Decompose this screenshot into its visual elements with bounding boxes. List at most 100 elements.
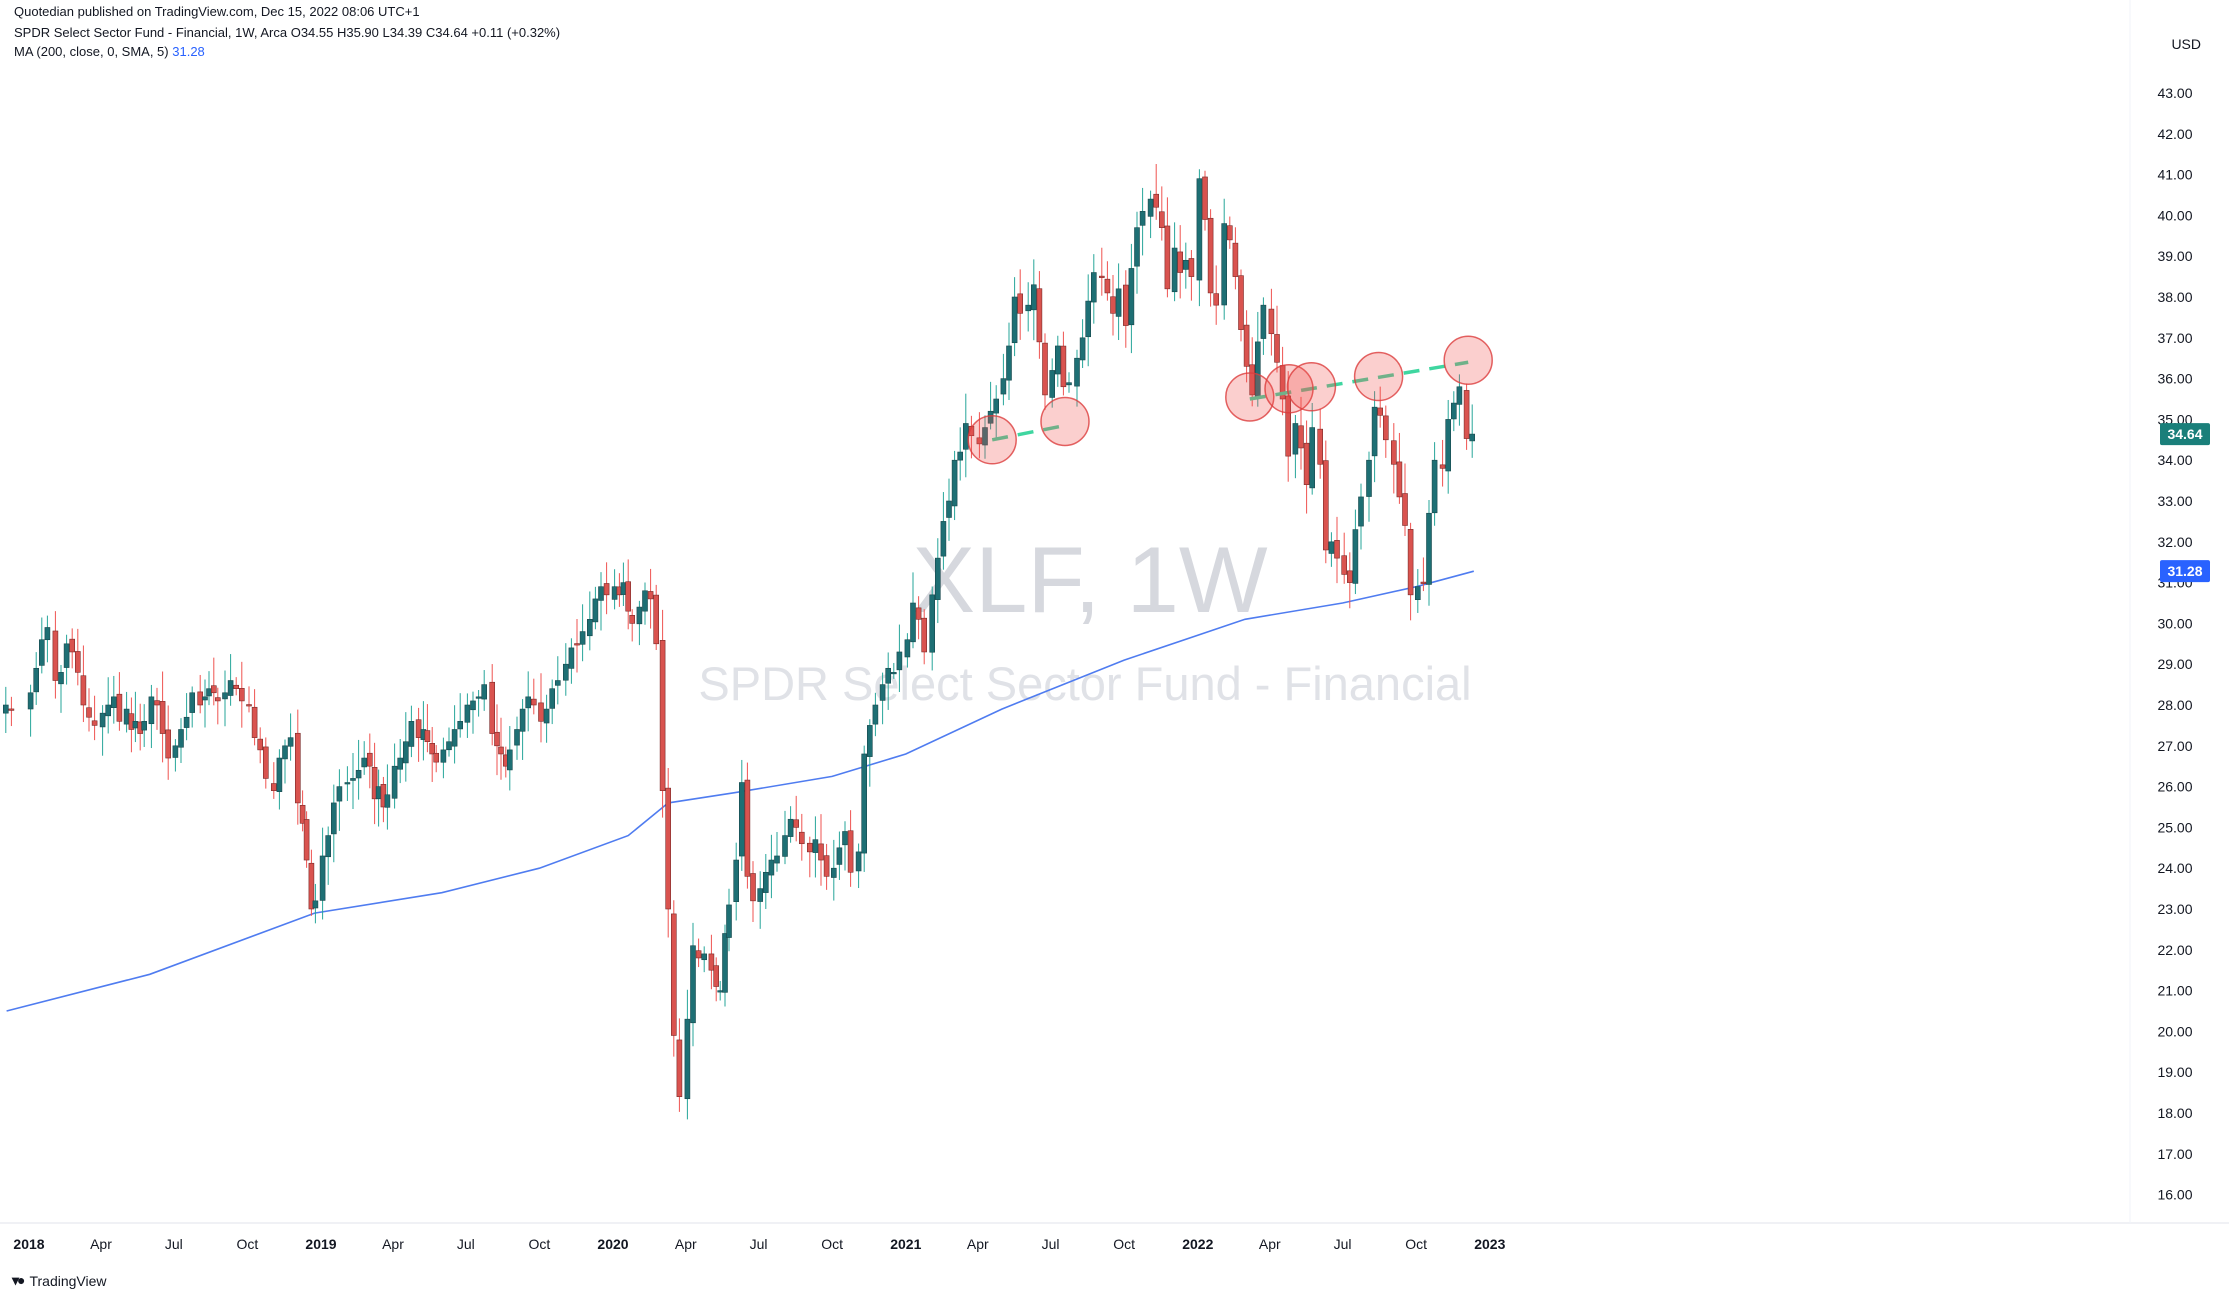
y-tick-label: 38.00 — [2157, 289, 2192, 305]
candle-body — [451, 729, 458, 747]
candle-body — [1456, 386, 1463, 405]
candle-body — [215, 697, 221, 702]
candle-body — [111, 696, 117, 708]
candle-body — [1202, 176, 1208, 220]
candle-body — [1383, 415, 1389, 441]
candle-body — [1358, 496, 1364, 527]
tradingview-logo-icon: ▾● — [12, 1272, 26, 1288]
candle-body — [1463, 390, 1470, 439]
candle-body — [598, 586, 604, 601]
candle-body — [350, 778, 356, 781]
candle-body — [793, 819, 800, 828]
candle-body — [498, 746, 504, 755]
ma-legend[interactable]: MA (200, close, 0, SMA, 5) 31.28 — [14, 44, 205, 59]
candle-body — [1074, 357, 1080, 387]
candle-body — [222, 692, 228, 700]
candle-body — [1402, 493, 1408, 526]
candle-body — [312, 900, 319, 909]
candle-body — [562, 663, 569, 681]
candle-body — [8, 708, 15, 711]
tradingview-logo-text: TradingView — [29, 1272, 107, 1289]
candle-body — [1036, 288, 1043, 343]
y-tick-label: 39.00 — [2157, 248, 2192, 264]
candle-body — [1371, 406, 1378, 457]
candle-body — [276, 757, 283, 792]
candle-body — [957, 451, 964, 461]
candle-body — [325, 835, 332, 858]
last-price-tag — [2160, 423, 2210, 446]
x-tick-label: 2019 — [305, 1236, 336, 1252]
candle-body — [319, 855, 326, 901]
candle-body — [402, 741, 409, 764]
candle-body — [538, 702, 544, 722]
candle-body — [855, 851, 862, 872]
x-tick-label: 2023 — [1474, 1236, 1505, 1252]
ma-legend-value: 31.28 — [172, 44, 205, 59]
candle-body — [726, 904, 732, 938]
candle-body — [1134, 227, 1140, 267]
candle-body — [847, 830, 854, 873]
candle-body — [1431, 459, 1438, 514]
candle-body — [823, 855, 830, 877]
candle-body — [1115, 288, 1122, 317]
x-tick-label: Jul — [750, 1236, 768, 1252]
price-labels: 34.64 31.28 — [2160, 423, 2210, 583]
candle-body — [708, 953, 715, 971]
candle-body — [123, 708, 130, 725]
candle-body — [904, 639, 911, 658]
candle-body — [58, 672, 64, 685]
y-tick-label: 16.00 — [2157, 1187, 2192, 1203]
candle-body — [636, 606, 643, 625]
candle-body — [1017, 293, 1024, 314]
candle-body — [75, 651, 81, 673]
watermark-symbol: XLF, 1W — [912, 527, 1267, 632]
x-tick-label: 2018 — [13, 1236, 44, 1252]
candle-body — [1099, 275, 1105, 278]
candle-body — [178, 729, 184, 748]
highlight-circle — [1225, 372, 1275, 422]
candle-body — [625, 581, 632, 612]
candle-body — [514, 729, 520, 746]
candle-body — [1006, 345, 1012, 381]
candle-body — [172, 745, 179, 758]
candle-body — [1426, 512, 1432, 585]
time-axis[interactable]: 2018 Apr Jul Oct 2019 Apr Jul Oct 2020 Apr Jul Oct 2… — [0, 0, 2229, 1252]
candle-body — [330, 802, 337, 835]
y-tick-label: 43.00 — [2157, 85, 2192, 101]
candle-body — [344, 782, 351, 785]
x-tick-label: Oct — [821, 1236, 843, 1252]
candle-body — [934, 557, 941, 600]
tradingview-footer[interactable]: ▾● TradingView — [12, 1272, 107, 1289]
candle-body — [1396, 461, 1403, 498]
candle-body — [782, 835, 788, 857]
symbol-line[interactable]: SPDR Select Sector Fund - Financial, 1W,… — [14, 25, 561, 40]
candle-body — [525, 696, 532, 709]
candle-body — [665, 787, 672, 910]
candle-body — [105, 704, 111, 717]
candle-body — [1352, 529, 1359, 584]
candle-body — [197, 691, 203, 706]
candle-body — [676, 1039, 683, 1097]
candle-body — [866, 725, 873, 757]
x-tick-label: Oct — [1113, 1236, 1135, 1252]
candle-body — [433, 752, 440, 763]
x-tick-label: Jul — [1042, 1236, 1060, 1252]
x-tick-label: Apr — [675, 1236, 697, 1252]
candle-body — [713, 965, 720, 987]
candle-body — [1227, 225, 1233, 241]
candle-body — [750, 873, 756, 902]
y-tick-label: 24.00 — [2157, 860, 2192, 876]
candle-body — [1159, 211, 1165, 228]
candle-body — [1213, 293, 1219, 306]
candle-body — [251, 706, 258, 738]
x-tick-label: Apr — [90, 1236, 112, 1252]
highlight-circle — [1264, 364, 1314, 414]
candle-body — [1243, 324, 1250, 367]
candle-body — [1079, 337, 1086, 361]
y-tick-label: 22.00 — [2157, 942, 2192, 958]
candle-body — [842, 831, 848, 846]
candle-body — [968, 425, 975, 437]
price-axis[interactable]: 43.00 42.00 41.00 40.00 39.00 38.00 37.00 36.00… — [2157, 85, 2192, 1203]
y-tick-label: 36.00 — [2157, 371, 2192, 387]
